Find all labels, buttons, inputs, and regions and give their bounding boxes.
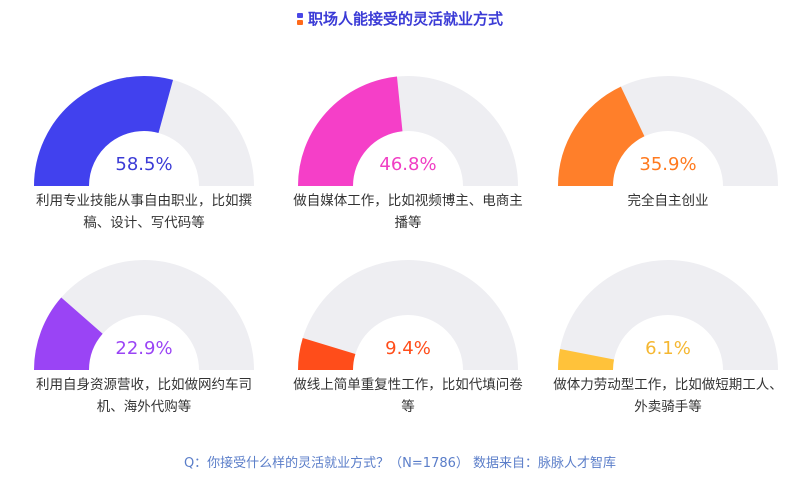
gauge-category-label: 完全自主创业 bbox=[627, 193, 709, 209]
gauge-fill bbox=[298, 76, 404, 188]
gauge-1 bbox=[34, 76, 254, 188]
gauge-value-label: 46.8% bbox=[379, 154, 437, 175]
gauge-fill bbox=[34, 297, 104, 372]
gauge-fill bbox=[298, 337, 356, 371]
chart-header: 职场人能接受的灵活就业方式 bbox=[0, 8, 800, 29]
footer-note: Q：你接受什么样的灵活就业方式？（N=1786） 数据来自：脉脉人才智库 bbox=[183, 456, 617, 471]
gauge-value-label: 6.1% bbox=[645, 338, 691, 359]
gauge-track bbox=[558, 260, 778, 372]
title-bullet-icon bbox=[296, 12, 303, 25]
gauge-value-label: 35.9% bbox=[639, 154, 697, 175]
gauge-category-label: 做线上简单重复性工作，比如代填问卷等 bbox=[293, 377, 523, 415]
gauge-fill bbox=[558, 86, 646, 188]
gauge-2 bbox=[298, 76, 518, 188]
gauge-category-label: 利用专业技能从事自由职业，比如撰稿、设计、写代码等 bbox=[36, 193, 252, 231]
gauge-fill bbox=[558, 349, 615, 371]
gauge-category-label: 利用自身资源营收，比如做网约车司机、海外代购等 bbox=[36, 377, 252, 415]
gauge-category-label: 做自媒体工作，比如视频博主、电商主播等 bbox=[293, 193, 523, 231]
gauge-category-label: 做体力劳动型工作，比如做短期工人、外卖骑手等 bbox=[553, 377, 783, 415]
gauge-value-label: 9.4% bbox=[385, 338, 431, 359]
chart-title: 职场人能接受的灵活就业方式 bbox=[307, 10, 503, 28]
gauge-6 bbox=[558, 260, 778, 372]
gauge-5 bbox=[298, 260, 518, 372]
gauge-fill bbox=[34, 76, 174, 188]
gauge-4 bbox=[34, 260, 254, 372]
gauge-value-label: 22.9% bbox=[115, 338, 173, 359]
gauge-value-label: 58.5% bbox=[115, 154, 173, 175]
gauge-3 bbox=[558, 76, 778, 188]
gauge-track bbox=[298, 260, 518, 372]
